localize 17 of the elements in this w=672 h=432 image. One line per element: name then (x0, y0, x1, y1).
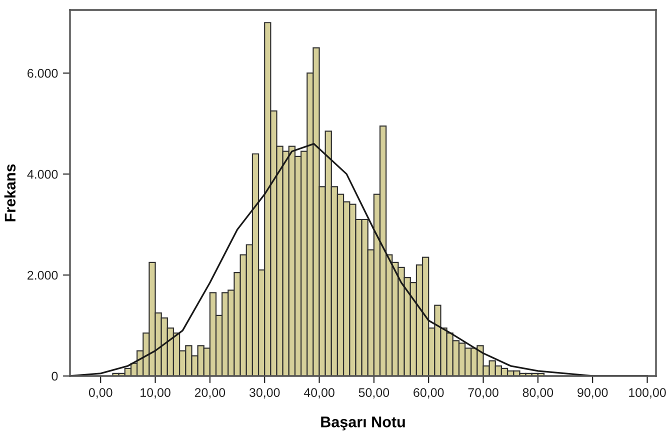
y-axis-title: Frekans (4, 164, 16, 222)
x-tick-label: 70,00 (468, 388, 498, 398)
x-tick-label: 20,00 (194, 388, 226, 398)
x-tick-label: 100,00 (629, 388, 666, 398)
x-tick-label: 80,00 (522, 388, 554, 398)
y-tick-label: 6.000 (28, 68, 58, 78)
x-tick-label: 10,00 (140, 388, 170, 398)
x-tick-label: 60,00 (414, 388, 444, 398)
x-axis-title: Başarı Notu (321, 416, 405, 430)
x-tick-label: 90,00 (578, 388, 608, 398)
x-tick-label: 0,00 (88, 388, 112, 398)
y-tick-label: 4.000 (27, 170, 58, 179)
x-tick-label: 50,00 (358, 388, 390, 398)
y-tick-label: 2.000 (28, 270, 58, 280)
y-tick-label: 0 (52, 372, 58, 381)
x-tick-label: 40,00 (304, 388, 334, 398)
x-tick-label: 30,00 (249, 388, 280, 398)
